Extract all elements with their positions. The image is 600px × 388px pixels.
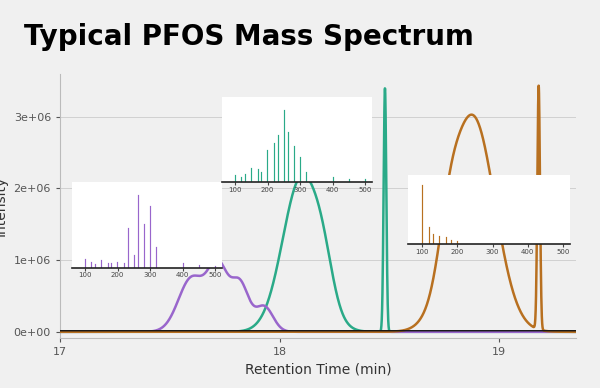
Y-axis label: Intensity: Intensity — [0, 175, 8, 236]
Text: Typical PFOS Mass Spectrum: Typical PFOS Mass Spectrum — [24, 23, 474, 51]
X-axis label: Retention Time (min): Retention Time (min) — [245, 362, 391, 376]
